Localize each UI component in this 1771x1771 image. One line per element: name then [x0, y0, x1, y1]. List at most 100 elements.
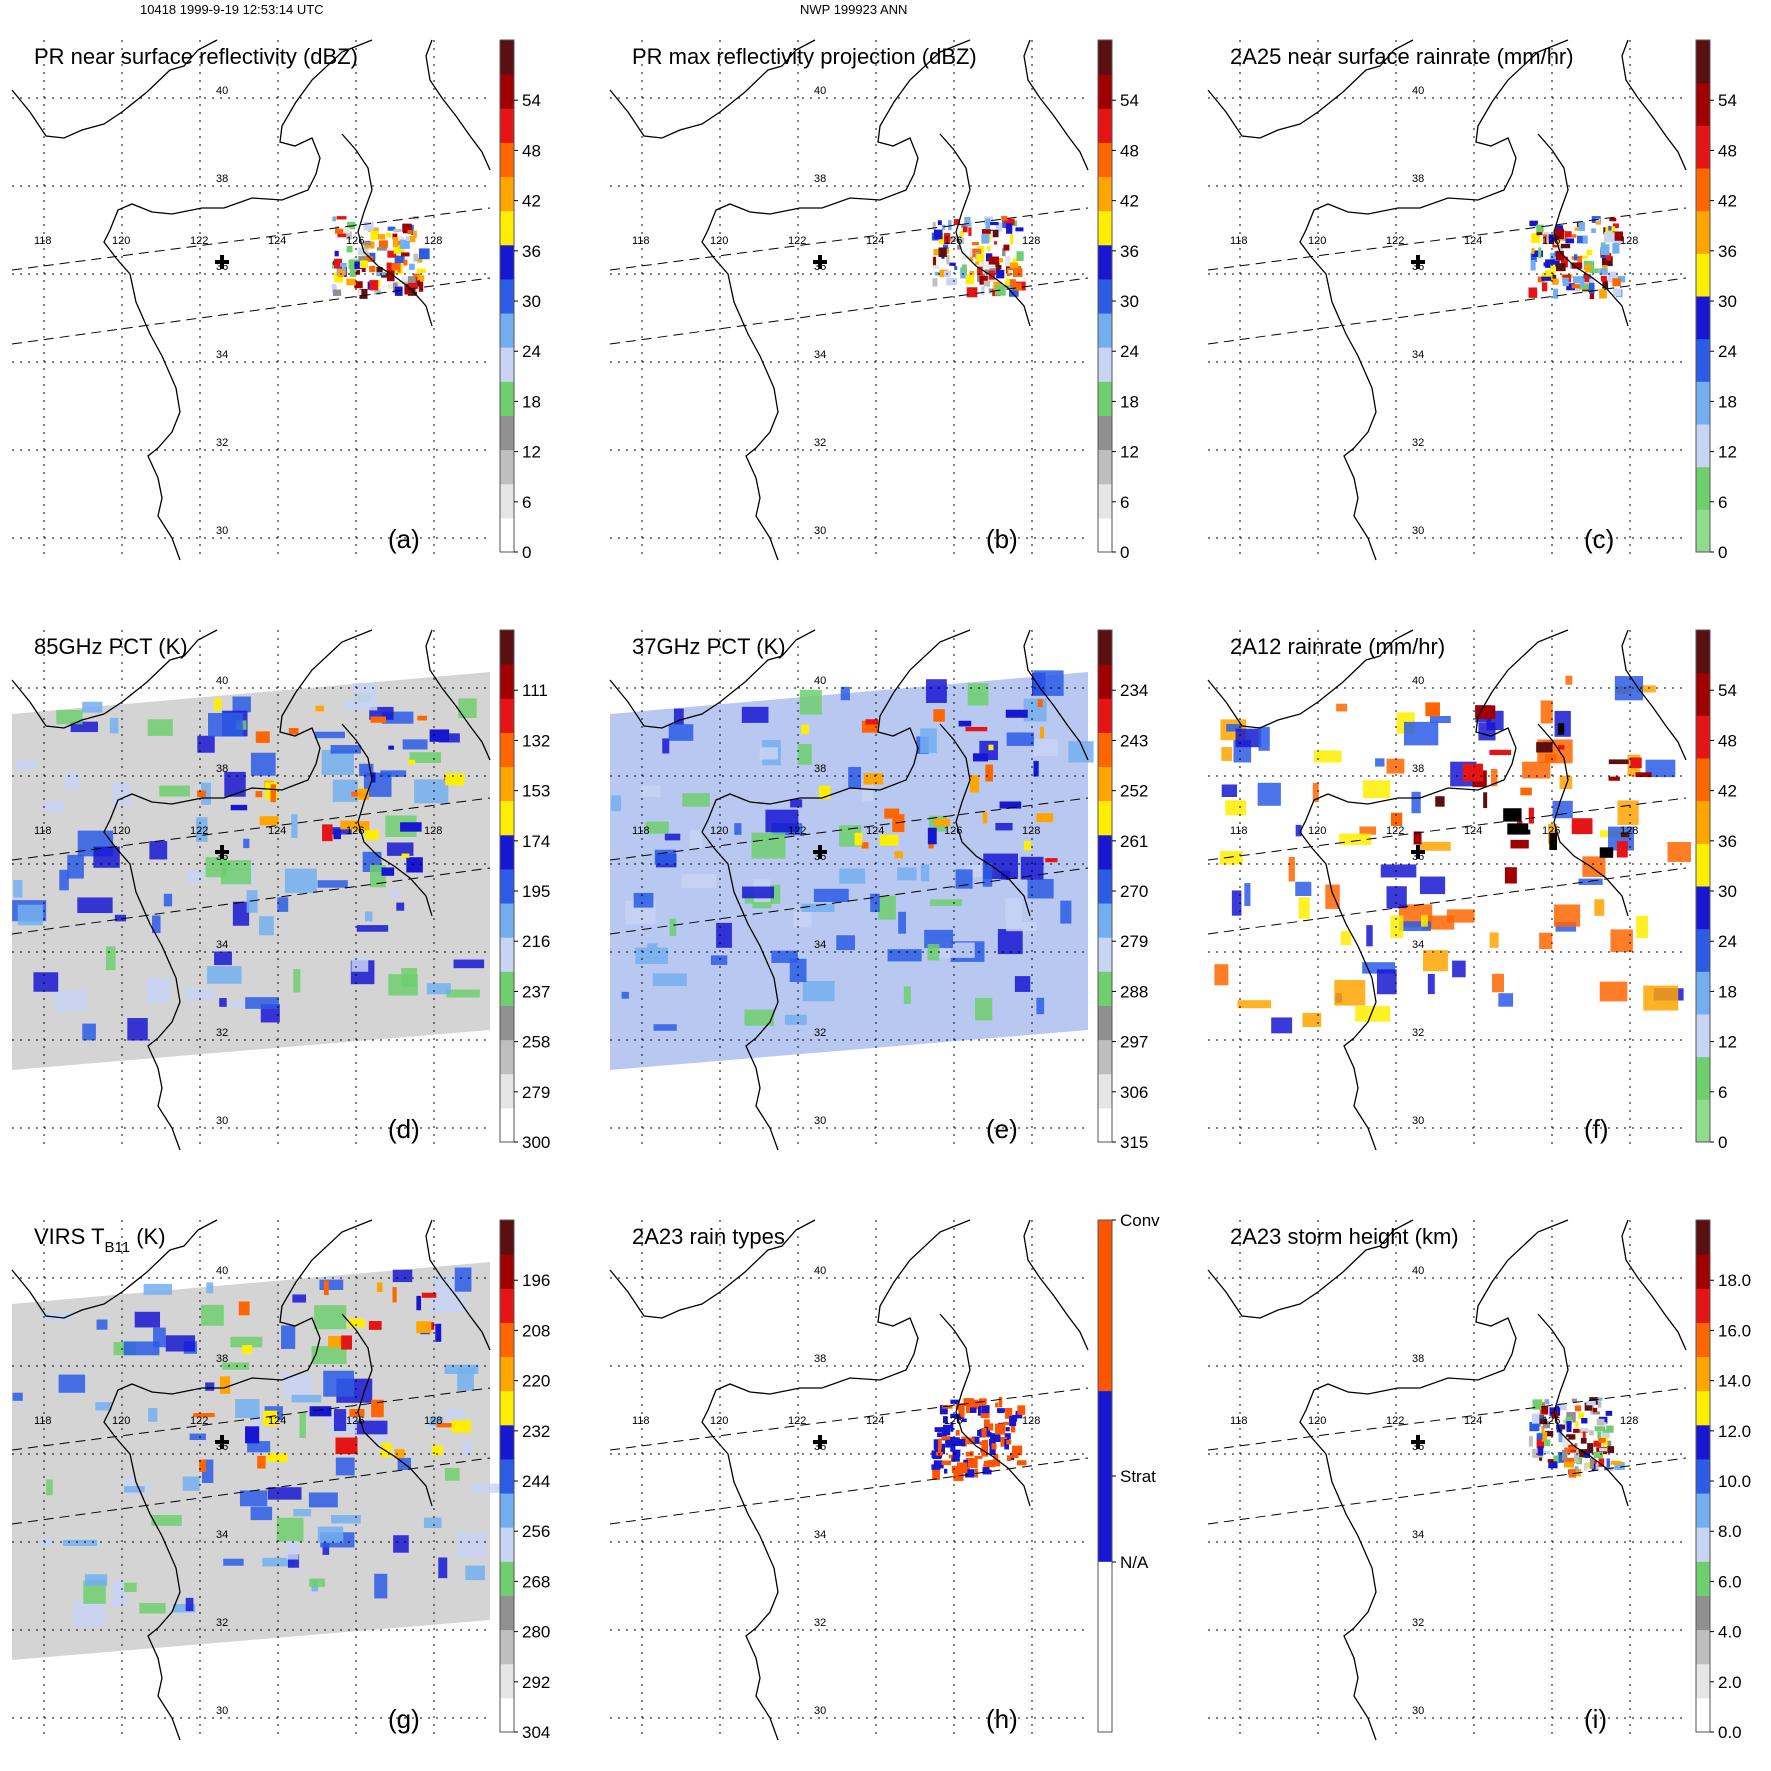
- rain-cell: [1017, 1405, 1026, 1415]
- colorbar-bin: [500, 1458, 514, 1494]
- lon-label: 122: [1386, 825, 1404, 837]
- lon-label: 128: [1620, 1415, 1638, 1427]
- rain-cell: [1288, 856, 1295, 882]
- intense-cell: [1425, 702, 1440, 717]
- rain-cell: [621, 991, 629, 999]
- rain-cell: [1542, 1421, 1551, 1429]
- rain-cell: [988, 1439, 996, 1446]
- rain-cell: [1589, 1458, 1594, 1469]
- data-field: [1528, 216, 1626, 300]
- colorbar-bin: [1696, 800, 1710, 844]
- intense-cell: [451, 1420, 471, 1433]
- rain-cell: [299, 1412, 306, 1438]
- rain-cell: [363, 241, 372, 246]
- colorbar-tick-label: 18: [1718, 392, 1737, 411]
- rain-cell: [1589, 268, 1599, 274]
- colorbar-bin: [1098, 732, 1112, 768]
- rain-cell: [979, 275, 988, 285]
- rain-cell: [1608, 225, 1612, 231]
- rain-cell: [351, 957, 369, 972]
- rain-cell: [984, 264, 996, 269]
- rain-cell: [165, 1335, 196, 1352]
- rain-cell: [681, 874, 717, 888]
- rain-cell: [1566, 1434, 1576, 1440]
- rain-cell: [1636, 915, 1649, 939]
- rain-cell: [124, 1475, 136, 1495]
- rain-cell: [1597, 1431, 1602, 1439]
- colorbar-tick-label: 12: [522, 443, 541, 462]
- rain-cell: [262, 1557, 295, 1567]
- intense-cell: [934, 818, 951, 827]
- rain-cell: [1555, 250, 1564, 261]
- colorbar-bin: [500, 1039, 514, 1075]
- lon-label: 118: [34, 825, 52, 837]
- rain-cell: [1539, 932, 1553, 950]
- colorbar-bin: [500, 834, 514, 870]
- colorbar-bin: [500, 732, 514, 768]
- rain-cell: [127, 1017, 148, 1041]
- rain-cell: [789, 958, 807, 983]
- cross-icon: [215, 845, 229, 859]
- rain-cell: [1403, 721, 1439, 746]
- rain-cell: [291, 814, 298, 838]
- lat-label: 34: [1412, 349, 1424, 361]
- colorbar-tick-label: 243: [1120, 731, 1148, 750]
- rain-cell: [1452, 960, 1466, 978]
- rain-cell: [332, 779, 358, 802]
- rain-cell: [1610, 1460, 1622, 1465]
- rain-cell: [1548, 1461, 1558, 1469]
- rain-cell: [1340, 930, 1352, 946]
- colorbar-bin: [1696, 1458, 1710, 1494]
- rain-cell: [926, 679, 947, 703]
- intense-cell: [1616, 841, 1628, 858]
- rain-cell: [349, 265, 357, 277]
- intense-cell: [1549, 832, 1557, 851]
- colorbar-tick-label: 42: [1120, 192, 1139, 211]
- pr-swath-edges: [1207, 797, 1687, 935]
- colorbar-tick-label: 279: [1120, 932, 1148, 951]
- colorbar-bin: [500, 664, 514, 699]
- rain-cell: [413, 253, 419, 262]
- rain-cell: [1380, 864, 1417, 878]
- rain-cell: [1545, 1430, 1554, 1437]
- intense-cell: [347, 1318, 366, 1328]
- rain-cell: [942, 1416, 948, 1424]
- lon-label: 128: [424, 235, 442, 247]
- colorbar-tick-label: 280: [522, 1623, 550, 1642]
- rain-cell: [1610, 929, 1633, 953]
- rain-cell: [1550, 252, 1560, 261]
- rain-cell: [1298, 897, 1310, 919]
- intense-cell: [865, 719, 879, 725]
- rain-cell: [1355, 1005, 1391, 1022]
- rain-cell: [988, 256, 1000, 267]
- rain-cell: [408, 236, 416, 243]
- lat-label: 40: [216, 1265, 228, 1277]
- lon-label: 128: [1022, 235, 1040, 247]
- colorbar-tick-label: 4.0: [1718, 1623, 1742, 1642]
- rain-cell: [1589, 282, 1595, 294]
- colorbar-tick-label: 132: [522, 731, 550, 750]
- intense-cell: [262, 1410, 278, 1426]
- lat-label: 32: [216, 1027, 228, 1039]
- colorbar-tick-label: 54: [1718, 681, 1737, 700]
- rain-cell: [1006, 732, 1035, 746]
- lon-label: 122: [190, 235, 208, 247]
- rain-cell: [201, 782, 212, 805]
- colorbar-bin: [500, 1629, 514, 1665]
- intense-cell: [435, 1323, 442, 1342]
- panel-title: VIRS TB11 (K): [34, 1224, 166, 1256]
- rain-cell: [957, 244, 961, 250]
- colorbar-bin: [500, 74, 514, 109]
- rain-cell: [369, 280, 379, 291]
- rain-cell: [966, 287, 978, 298]
- lat-label: 30: [1412, 525, 1424, 537]
- rain-cell: [993, 241, 998, 245]
- rain-cell: [438, 733, 460, 743]
- rain-cell: [414, 280, 421, 285]
- lat-label: 38: [1412, 763, 1424, 775]
- rain-cell: [951, 1455, 960, 1462]
- lat-lon-grid: [12, 630, 490, 1150]
- lon-label: 118: [632, 1415, 650, 1427]
- cross-icon: [1411, 1435, 1425, 1449]
- rain-cell: [1244, 883, 1251, 906]
